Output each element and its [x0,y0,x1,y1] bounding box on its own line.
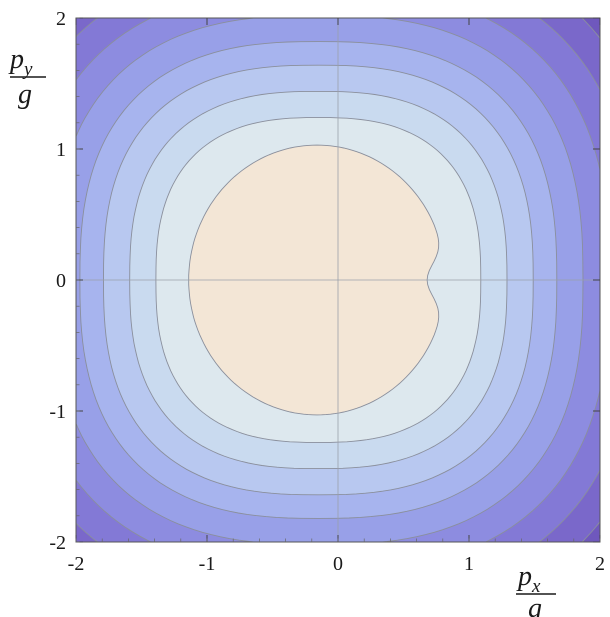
y-tick-label: 1 [56,139,66,161]
x-tick-label: 1 [464,553,474,575]
svg-text:g: g [528,593,542,617]
svg-text:g: g [18,79,32,110]
x-tick-label: -1 [199,553,216,575]
x-tick-label: 2 [595,553,605,575]
svg-text:py: py [8,44,33,80]
tick-marks [75,17,601,543]
x-tick-label: 0 [333,553,343,575]
y-tick-label: -1 [49,401,66,423]
x-axis-label: px g [516,561,556,617]
x-tick-label: -2 [68,553,85,575]
y-tick-label: -2 [49,532,66,554]
y-tick-label: 2 [56,8,66,30]
y-tick-label: 0 [56,270,66,292]
tick-labels: -2 -1 0 1 2 2 1 0 -1 -2 [49,8,605,575]
y-axis-label: py g [8,44,46,110]
svg-text:px: px [516,561,541,597]
